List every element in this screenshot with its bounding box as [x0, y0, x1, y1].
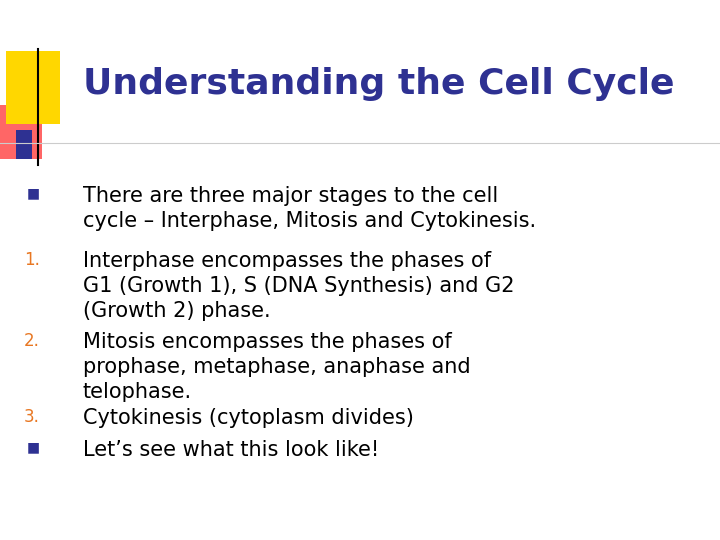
Bar	[16, 130, 32, 159]
Text: ■: ■	[27, 440, 40, 454]
Text: 1.: 1.	[24, 251, 40, 269]
Bar	[6, 51, 60, 124]
Text: Understanding the Cell Cycle: Understanding the Cell Cycle	[83, 67, 675, 100]
Bar	[0, 105, 42, 159]
Text: Let’s see what this look like!: Let’s see what this look like!	[83, 440, 379, 460]
Text: 2.: 2.	[24, 332, 40, 350]
Text: There are three major stages to the cell
cycle – Interphase, Mitosis and Cytokin: There are three major stages to the cell…	[83, 186, 536, 231]
Text: Mitosis encompasses the phases of
prophase, metaphase, anaphase and
telophase.: Mitosis encompasses the phases of propha…	[83, 332, 470, 402]
Text: Cytokinesis (cytoplasm divides): Cytokinesis (cytoplasm divides)	[83, 408, 414, 428]
Text: ■: ■	[27, 186, 40, 200]
Text: Interphase encompasses the phases of
G1 (Growth 1), S (DNA Synthesis) and G2
(Gr: Interphase encompasses the phases of G1 …	[83, 251, 514, 321]
Text: 3.: 3.	[24, 408, 40, 426]
